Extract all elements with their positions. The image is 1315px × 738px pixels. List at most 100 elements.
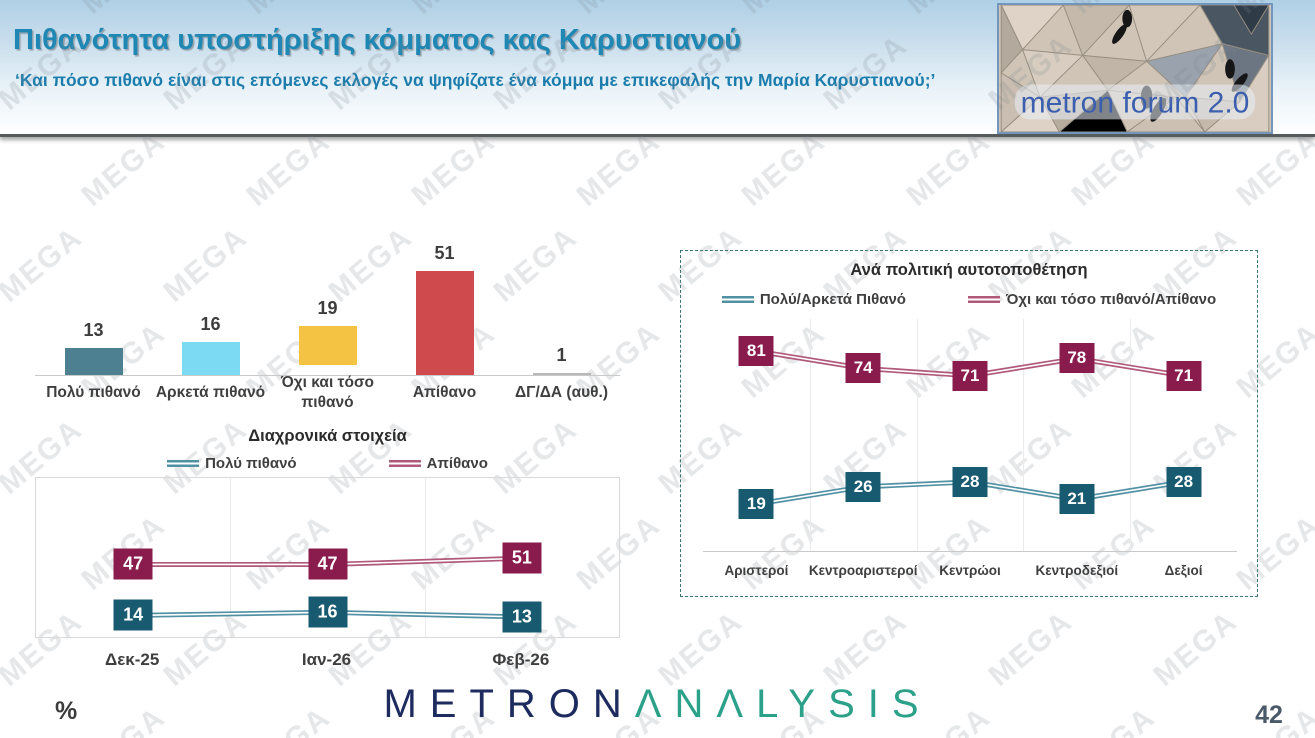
x-axis-category-label: Κεντροδεξιοί xyxy=(1035,563,1119,578)
timeline-plot-area: 14 16 13 47 47 51 xyxy=(35,477,620,638)
data-point-label: 78 xyxy=(1059,343,1095,374)
data-point-label: 28 xyxy=(1166,466,1202,497)
legend-item: Όχι και τόσο πιθανό/Απίθανο xyxy=(967,291,1217,308)
data-point-label: 51 xyxy=(502,542,542,574)
data-point-label: 13 xyxy=(502,601,542,633)
gridline xyxy=(1023,319,1025,551)
x-axis-category-label: Φεβ-26 xyxy=(492,650,550,669)
gridline xyxy=(230,478,232,637)
watermark-text: MEGA xyxy=(405,124,502,213)
line-series-svg xyxy=(756,348,1184,507)
gridline xyxy=(1130,319,1132,551)
page-title: Πιθανότητα υποστήριξης κόμματος κας Καρυ… xyxy=(13,24,742,56)
watermark-text: MEGA xyxy=(0,124,7,213)
legend-item: Πολύ πιθανό xyxy=(167,455,297,472)
bar-category-label: Αρκετά πιθανό xyxy=(155,384,266,401)
bar-area: 13 Πολύ πιθανό 16 Αρκετά πιθανό 19 Όχι και τό… xyxy=(35,232,620,412)
mosaic-photo: metron forum 2.0 xyxy=(1000,5,1270,132)
x-axis-category-label: Δεκ-25 xyxy=(104,650,160,669)
watermark-text: MEGA xyxy=(817,604,914,693)
data-point-label: 16 xyxy=(308,596,347,628)
bar-chart-likelihood: 13 Πολύ πιθανό 16 Αρκετά πιθανό 19 Όχι και τό… xyxy=(35,232,620,412)
bar-stack: 19 xyxy=(298,232,357,366)
watermark-text: MEGA xyxy=(982,604,1079,693)
bar xyxy=(415,271,474,375)
data-point-label: 47 xyxy=(308,548,347,580)
x-axis-category-label: Κεντρώοι xyxy=(939,563,1001,578)
x-axis-category-label: Δεξιοί xyxy=(1164,563,1203,578)
data-point-label: 71 xyxy=(1166,360,1202,391)
data-point-label: 71 xyxy=(952,360,988,391)
data-point-label: 14 xyxy=(113,599,153,631)
political-chart-title: Ανά πολιτική αυτοτοποθέτηση xyxy=(850,261,1088,279)
watermark-text: MEGA xyxy=(75,124,172,213)
data-point-label: 74 xyxy=(845,353,881,384)
bar xyxy=(181,342,240,375)
bar-value-label: 13 xyxy=(83,320,104,340)
watermark-text: MEGA xyxy=(1065,124,1162,213)
legend-label: Πολύ/Αρκετά Πιθανό xyxy=(759,291,906,308)
percent-unit-label: % xyxy=(55,697,78,725)
bar-stack: 16 xyxy=(181,232,240,375)
bar xyxy=(532,373,591,375)
political-chart-panel: Ανά πολιτική αυτοτοποθέτηση Πολύ/Αρκετά … xyxy=(680,250,1258,597)
bar xyxy=(64,348,123,375)
legend-line-swatch xyxy=(167,460,200,467)
bar xyxy=(298,326,357,366)
bar-value-label: 16 xyxy=(200,314,221,334)
bar-group: 13 Πολύ πιθανό xyxy=(35,232,152,412)
watermark-text: MEGA xyxy=(240,124,337,213)
watermark-text: MEGA xyxy=(1147,604,1244,693)
bar-category-label: ΔΓ/ΔΑ (αυθ.) xyxy=(515,384,608,401)
political-plot-area: 19 26 28 21 28 81 74 71 78 71 xyxy=(703,319,1237,552)
x-axis-category-label: Ιαν-26 xyxy=(301,650,352,669)
watermark-text: MEGA xyxy=(0,316,7,405)
legend-item: Πολύ/Αρκετά Πιθανό xyxy=(721,291,906,308)
bar-stack: 1 xyxy=(532,232,591,375)
data-point-label: 26 xyxy=(845,471,881,502)
metron-forum-logo-text: metron forum 2.0 xyxy=(1021,87,1250,120)
bar-value-label: 1 xyxy=(556,345,567,365)
bar-value-label: 19 xyxy=(317,298,338,319)
bar-group: 1 ΔΓ/ΔΑ (αυθ.) xyxy=(503,232,620,412)
bar-category-label: Όχι και τόσο πιθανό xyxy=(280,374,375,411)
political-legend: Πολύ/Αρκετά Πιθανό Όχι και τόσο πιθανό/Απ… xyxy=(681,291,1257,308)
gridline xyxy=(916,319,918,551)
metron-forum-logo: metron forum 2.0 xyxy=(997,3,1273,134)
gridline xyxy=(424,478,426,637)
watermark-text: MEGA xyxy=(1230,124,1315,213)
bar-stack: 51 xyxy=(415,232,474,375)
watermark-text: MEGA xyxy=(735,124,832,213)
page-subtitle: ‘Και πόσο πιθανό είναι στις επόμενες εκλ… xyxy=(15,70,936,90)
legend-label: Όχι και τόσο πιθανό/Απίθανο xyxy=(1005,291,1217,308)
legend-item: Απίθανο xyxy=(388,455,488,472)
page-number: 42 xyxy=(1255,701,1283,729)
bar-group: 51 Απίθανο xyxy=(386,232,503,412)
x-axis-category-label: Κεντροαριστεροί xyxy=(808,563,918,578)
header: Πιθανότητα υποστήριξης κόμματος κας Καρυ… xyxy=(0,0,1315,137)
bar-group: 19 Όχι και τόσο πιθανό xyxy=(269,232,386,412)
political-x-axis-labels: Αριστεροί Κεντροαριστεροί Κεντρώοι Κεντροδε… xyxy=(703,563,1237,583)
data-point-label: 47 xyxy=(113,548,153,580)
bar-group: 16 Αρκετά πιθανό xyxy=(152,232,269,412)
watermark-text: MEGA xyxy=(570,124,667,213)
legend-line-swatch xyxy=(721,296,754,303)
watermark-text: MEGA xyxy=(0,508,7,597)
legend-label: Απίθανο xyxy=(426,455,488,472)
bar-category-label: Απίθανο xyxy=(412,384,477,401)
gridline xyxy=(809,319,811,551)
watermark-text: MEGA xyxy=(900,124,997,213)
metron-analysis-logo-analysis: ΛNΛLYSIS xyxy=(634,682,932,726)
bar-stack: 13 xyxy=(64,232,123,375)
x-axis-category-label: Αριστεροί xyxy=(724,563,789,578)
data-point-label: 19 xyxy=(738,489,774,520)
bar-category-label: Πολύ πιθανό xyxy=(46,384,141,401)
legend-label: Πολύ πιθανό xyxy=(205,455,297,472)
x-axis-line xyxy=(35,375,620,376)
data-point-label: 21 xyxy=(1059,484,1095,515)
timeline-legend: Πολύ πιθανό Απίθανο xyxy=(35,455,620,472)
data-point-label: 28 xyxy=(952,466,988,497)
timeline-x-axis-labels: Δεκ-25 Ιαν-26 Φεβ-26 xyxy=(35,650,620,674)
timeline-chart-title: Διαχρονικά στοιχεία xyxy=(248,427,407,445)
